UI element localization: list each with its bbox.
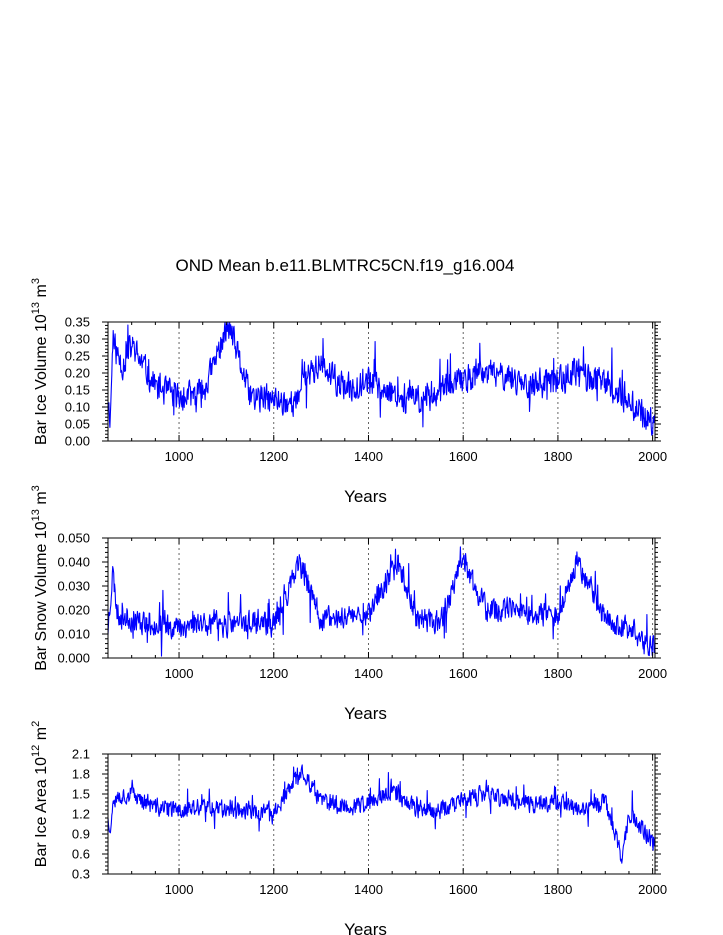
x-tick-label: 2000 bbox=[638, 666, 667, 681]
x-axis-label: Years bbox=[344, 487, 387, 506]
y-axis-label: Bar Ice Area 1012 m2 bbox=[30, 721, 50, 867]
x-tick-label: 2000 bbox=[638, 882, 667, 897]
y-tick-label: 0.35 bbox=[65, 315, 90, 330]
y-tick-label: 0.040 bbox=[57, 555, 90, 570]
y-tick-label: 0.20 bbox=[65, 366, 90, 381]
x-tick-label: 1200 bbox=[259, 882, 288, 897]
y-tick-label: 0.9 bbox=[72, 827, 90, 842]
chart-panel-2: 1000 1200 1400 1600 1800 2000 0.000 0.010 0.020 0… bbox=[30, 485, 667, 723]
series-line bbox=[107, 546, 656, 657]
chart-panel-3: 1000 1200 1400 1600 1800 2000 0.3 0.6 0.9 1.2 1.5 1… bbox=[30, 721, 667, 935]
x-tick-label: 1400 bbox=[354, 449, 383, 464]
x-tick-label: 1200 bbox=[259, 449, 288, 464]
chart-panel-1: 1000 1200 1400 1600 1800 2000 0.00 0.05 0.10 0.15… bbox=[30, 278, 667, 506]
plot-frame bbox=[107, 537, 656, 659]
y-tick-label: 2.1 bbox=[72, 747, 90, 762]
x-tick-label: 1800 bbox=[543, 882, 572, 897]
y-tick-label: 0.3 bbox=[72, 867, 90, 882]
y-tick-label: 0.010 bbox=[57, 627, 90, 642]
figure-title: OND Mean b.e11.BLMTRC5CN.f19_g16.004 bbox=[176, 256, 515, 275]
y-tick-label: 0.050 bbox=[57, 531, 90, 546]
y-tick-label: 0.25 bbox=[65, 349, 90, 364]
y-tick-label: 0.030 bbox=[57, 579, 90, 594]
x-axis-label: Years bbox=[344, 920, 387, 935]
y-tick-label: 0.10 bbox=[65, 400, 90, 415]
x-tick-label: 1400 bbox=[354, 666, 383, 681]
y-axis-label: Bar Snow Volume 1013 m3 bbox=[30, 485, 50, 671]
x-tick-label: 1600 bbox=[449, 882, 478, 897]
y-tick-label: 0.020 bbox=[57, 603, 90, 618]
x-tick-label: 1000 bbox=[165, 666, 194, 681]
x-tick-label: 1800 bbox=[543, 666, 572, 681]
x-axis-label: Years bbox=[344, 704, 387, 723]
y-tick-label: 0.00 bbox=[65, 434, 90, 449]
y-tick-label: 1.8 bbox=[72, 767, 90, 782]
y-tick-label: 1.5 bbox=[72, 787, 90, 802]
series-line bbox=[107, 321, 656, 436]
y-tick-label: 0.15 bbox=[65, 383, 90, 398]
x-tick-label: 1400 bbox=[354, 882, 383, 897]
series-line bbox=[107, 764, 656, 864]
x-tick-label: 1800 bbox=[543, 449, 572, 464]
y-tick-label: 1.2 bbox=[72, 807, 90, 822]
x-tick-label: 1000 bbox=[165, 449, 194, 464]
y-tick-label: 0.6 bbox=[72, 847, 90, 862]
x-tick-label: 1000 bbox=[165, 882, 194, 897]
y-tick-label: 0.05 bbox=[65, 417, 90, 432]
x-tick-label: 1600 bbox=[449, 666, 478, 681]
x-tick-label: 2000 bbox=[638, 449, 667, 464]
y-axis-label: Bar Ice Volume 1013 m3 bbox=[30, 278, 50, 445]
y-tick-label: 0.000 bbox=[57, 651, 90, 666]
x-tick-label: 1600 bbox=[449, 449, 478, 464]
x-tick-label: 1200 bbox=[259, 666, 288, 681]
plot-frame bbox=[107, 321, 656, 442]
y-tick-label: 0.30 bbox=[65, 332, 90, 347]
